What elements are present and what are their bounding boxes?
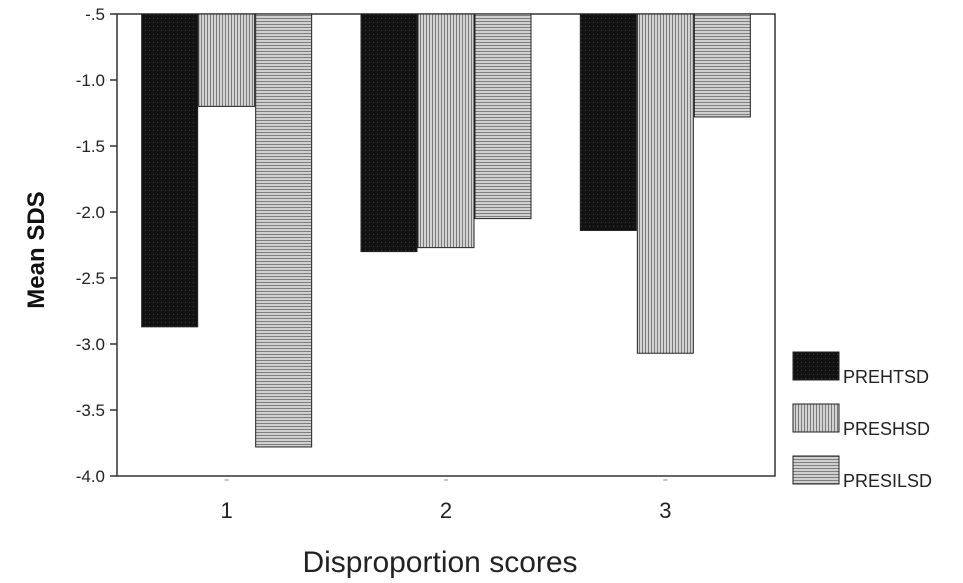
y-tick-label: -3.0 bbox=[76, 335, 105, 354]
bar-preshsd-cat-3 bbox=[636, 13, 694, 354]
legend: PREHTSD PRESHSD PRESILSD bbox=[792, 351, 932, 491]
y-axis: -.5 -1.0 -1.5 -2.0 -2.5 -3.0 -3.5 -4.0 bbox=[76, 5, 117, 486]
y-tick-label: -3.5 bbox=[76, 401, 105, 420]
x-tick-label: 1 bbox=[221, 498, 233, 523]
y-tick-label: -4.0 bbox=[76, 467, 105, 486]
x-tick-label: 3 bbox=[659, 498, 671, 523]
bar-prehtsd-cat-1 bbox=[141, 13, 199, 328]
y-tick-label: -2.0 bbox=[76, 203, 105, 222]
y-axis-label: Mean SDS bbox=[23, 191, 50, 308]
legend-swatch-presilsd bbox=[792, 455, 840, 485]
bar-preshsd-cat-2 bbox=[417, 13, 475, 249]
x-tick-label: 2 bbox=[440, 498, 452, 523]
bar-presilsd-cat-1 bbox=[255, 13, 313, 448]
legend-label-presilsd: PRESILSD bbox=[843, 471, 932, 491]
y-tick-label: -2.5 bbox=[76, 269, 105, 288]
y-tick-label: -1.0 bbox=[76, 71, 105, 90]
y-tick-label: -1.5 bbox=[76, 137, 105, 156]
legend-label-preshsd: PRESHSD bbox=[843, 419, 930, 439]
x-axis: 1 2 3 bbox=[221, 479, 671, 523]
bar-prehtsd-cat-2 bbox=[360, 13, 418, 253]
bar-presilsd-cat-2 bbox=[474, 13, 532, 220]
x-axis-label: Disproportion scores bbox=[302, 546, 577, 579]
legend-swatch-preshsd bbox=[792, 403, 840, 433]
bar-preshsd-cat-1 bbox=[198, 13, 256, 107]
bar-presilsd-cat-3 bbox=[693, 13, 751, 118]
bar-prehtsd-cat-3 bbox=[579, 13, 637, 231]
bars-group bbox=[141, 13, 751, 448]
legend-label-prehtsd: PREHTSD bbox=[843, 367, 929, 387]
legend-swatch-prehtsd bbox=[792, 351, 840, 381]
y-tick-label: -.5 bbox=[85, 5, 105, 24]
